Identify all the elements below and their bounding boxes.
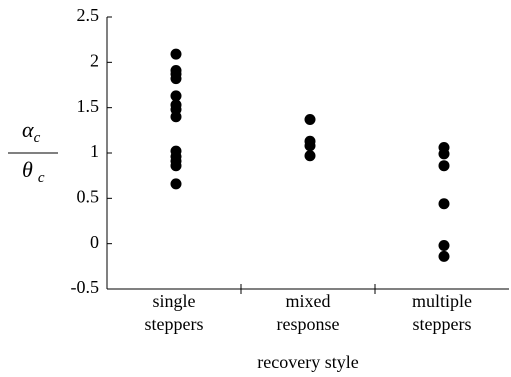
- x-tick-label: steppers: [145, 314, 204, 334]
- symbol: α: [22, 117, 34, 142]
- point: [170, 178, 182, 190]
- point: [438, 239, 450, 251]
- y-label-numerator: αc: [22, 117, 41, 146]
- x-tick-label: response: [277, 314, 340, 334]
- y-tick-label: 2: [90, 50, 99, 70]
- x-label: recovery style: [257, 352, 358, 372]
- x-tick-label: mixed: [286, 291, 331, 311]
- x-tick-label: single: [153, 291, 196, 311]
- point: [438, 198, 450, 210]
- point: [170, 73, 182, 85]
- symbol: θ: [22, 157, 33, 182]
- y-tick-label: 1: [90, 141, 99, 161]
- point: [438, 250, 450, 262]
- point: [304, 150, 316, 162]
- point: [170, 48, 182, 60]
- y-tick-label: 1.5: [77, 96, 100, 116]
- subscript: c: [38, 170, 45, 186]
- y-tick-label: -0.5: [71, 277, 100, 297]
- x-tick-label: steppers: [413, 314, 472, 334]
- point: [170, 160, 182, 172]
- x-tick-label: multiple: [412, 291, 472, 311]
- point: [304, 140, 316, 152]
- point: [170, 111, 182, 123]
- point: [170, 90, 182, 102]
- point: [304, 113, 316, 125]
- y-tick-label: 0: [90, 232, 99, 252]
- y-tick-label: 2.5: [77, 5, 100, 25]
- subscript: c: [34, 130, 41, 146]
- y-tick-label: 0.5: [77, 186, 100, 206]
- point: [438, 148, 450, 160]
- point: [438, 160, 450, 172]
